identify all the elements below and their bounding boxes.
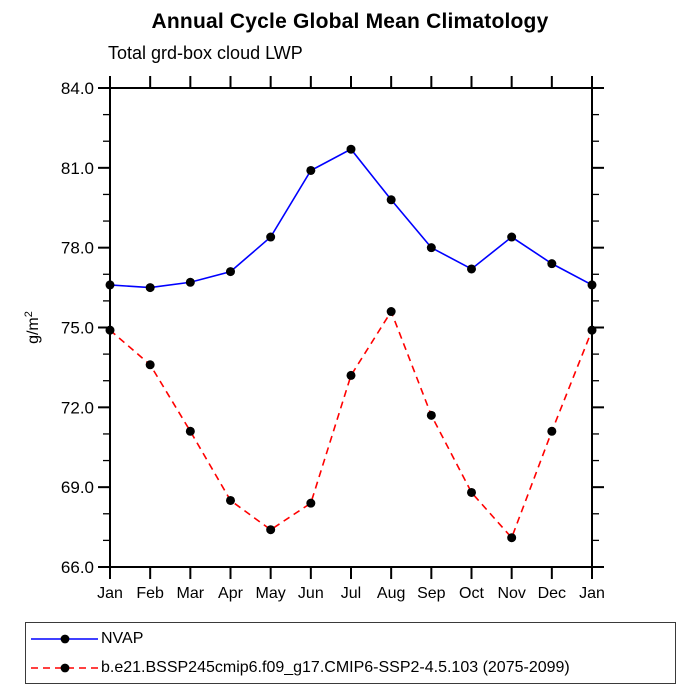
- data-point-series1-oct9: [467, 487, 476, 497]
- legend-item-nvap: NVAP: [29, 627, 675, 651]
- data-point-series1-jan0: [105, 325, 115, 335]
- data-point-series1-mar2: [185, 426, 195, 436]
- x-tick-label: Aug: [377, 585, 405, 602]
- data-point-series1-may4: [266, 525, 276, 535]
- legend: NVAP b.e21.BSSP245cmip6.f09_g17.CMIP6-SS…: [25, 622, 676, 684]
- x-tick-label: Dec: [538, 585, 566, 602]
- data-point-series1-dec11: [547, 426, 557, 436]
- data-point-series0-jun5: [306, 165, 316, 175]
- y-tick-label: 84.0: [61, 79, 94, 98]
- data-point-series1-apr3: [226, 495, 235, 505]
- y-tick-label: 72.0: [61, 398, 94, 417]
- x-tick-label: Jan: [579, 585, 605, 602]
- data-point-series1-aug7: [386, 307, 396, 317]
- y-axis-label: g/m2: [23, 311, 42, 344]
- data-point-series0-feb1: [145, 283, 155, 293]
- x-tick-label: Mar: [177, 585, 205, 602]
- legend-line-sample-solid: [31, 634, 98, 643]
- y-tick-label: 78.0: [61, 239, 94, 258]
- x-tick-label: Apr: [218, 585, 244, 602]
- plot-frame: [109, 87, 593, 568]
- data-point-series1-jun5: [306, 498, 316, 508]
- x-tick-label: Oct: [459, 585, 484, 602]
- x-tick-label: Jul: [341, 585, 361, 602]
- data-point-series1-jan12: [587, 325, 597, 335]
- data-point-series1-feb1: [145, 360, 155, 370]
- x-tick-label: Sep: [417, 585, 446, 602]
- data-point-series0-sep8: [426, 243, 436, 253]
- y-tick-label: 69.0: [61, 478, 94, 497]
- legend-marker-dot-icon: [60, 663, 70, 672]
- x-tick-label: May: [256, 585, 286, 602]
- legend-item-model: b.e21.BSSP245cmip6.f09_g17.CMIP6-SSP2-4.…: [29, 656, 675, 680]
- data-point-series1-jul6: [346, 370, 356, 380]
- data-point-series0-aug7: [386, 195, 396, 205]
- data-point-series0-jan0: [105, 280, 115, 290]
- x-tick-label: Feb: [136, 585, 164, 602]
- data-point-series0-oct9: [467, 264, 476, 274]
- chart-title: Annual Cycle Global Mean Climatology: [151, 10, 549, 33]
- data-point-series0-apr3: [226, 267, 235, 277]
- y-tick-label: 75.0: [61, 319, 94, 338]
- series-line-0: [109, 148, 593, 289]
- series-line-1: [109, 309, 593, 540]
- y-tick-label: 66.0: [61, 558, 94, 577]
- data-point-series0-may4: [266, 232, 276, 242]
- data-point-series0-mar2: [185, 277, 195, 287]
- data-point-series0-dec11: [547, 259, 557, 269]
- legend-label-nvap: NVAP: [101, 629, 144, 647]
- legend-label-model: b.e21.BSSP245cmip6.f09_g17.CMIP6-SSP2-4.…: [101, 658, 570, 676]
- legend-marker-dot-icon: [60, 634, 70, 643]
- y-tick-label: 81.0: [61, 159, 94, 178]
- legend-line-sample-dashed: [31, 663, 98, 672]
- data-point-series0-nov10: [507, 232, 517, 242]
- x-tick-label: Jan: [97, 585, 123, 602]
- data-point-series0-jul6: [346, 144, 356, 154]
- data-point-series1-nov10: [507, 533, 517, 543]
- chart-subtitle: Total grd-box cloud LWP: [108, 43, 303, 63]
- x-tick-label: Jun: [298, 585, 324, 602]
- x-tick-label: Nov: [497, 585, 525, 602]
- data-point-series1-sep8: [426, 410, 436, 420]
- data-point-series0-jan12: [587, 280, 597, 290]
